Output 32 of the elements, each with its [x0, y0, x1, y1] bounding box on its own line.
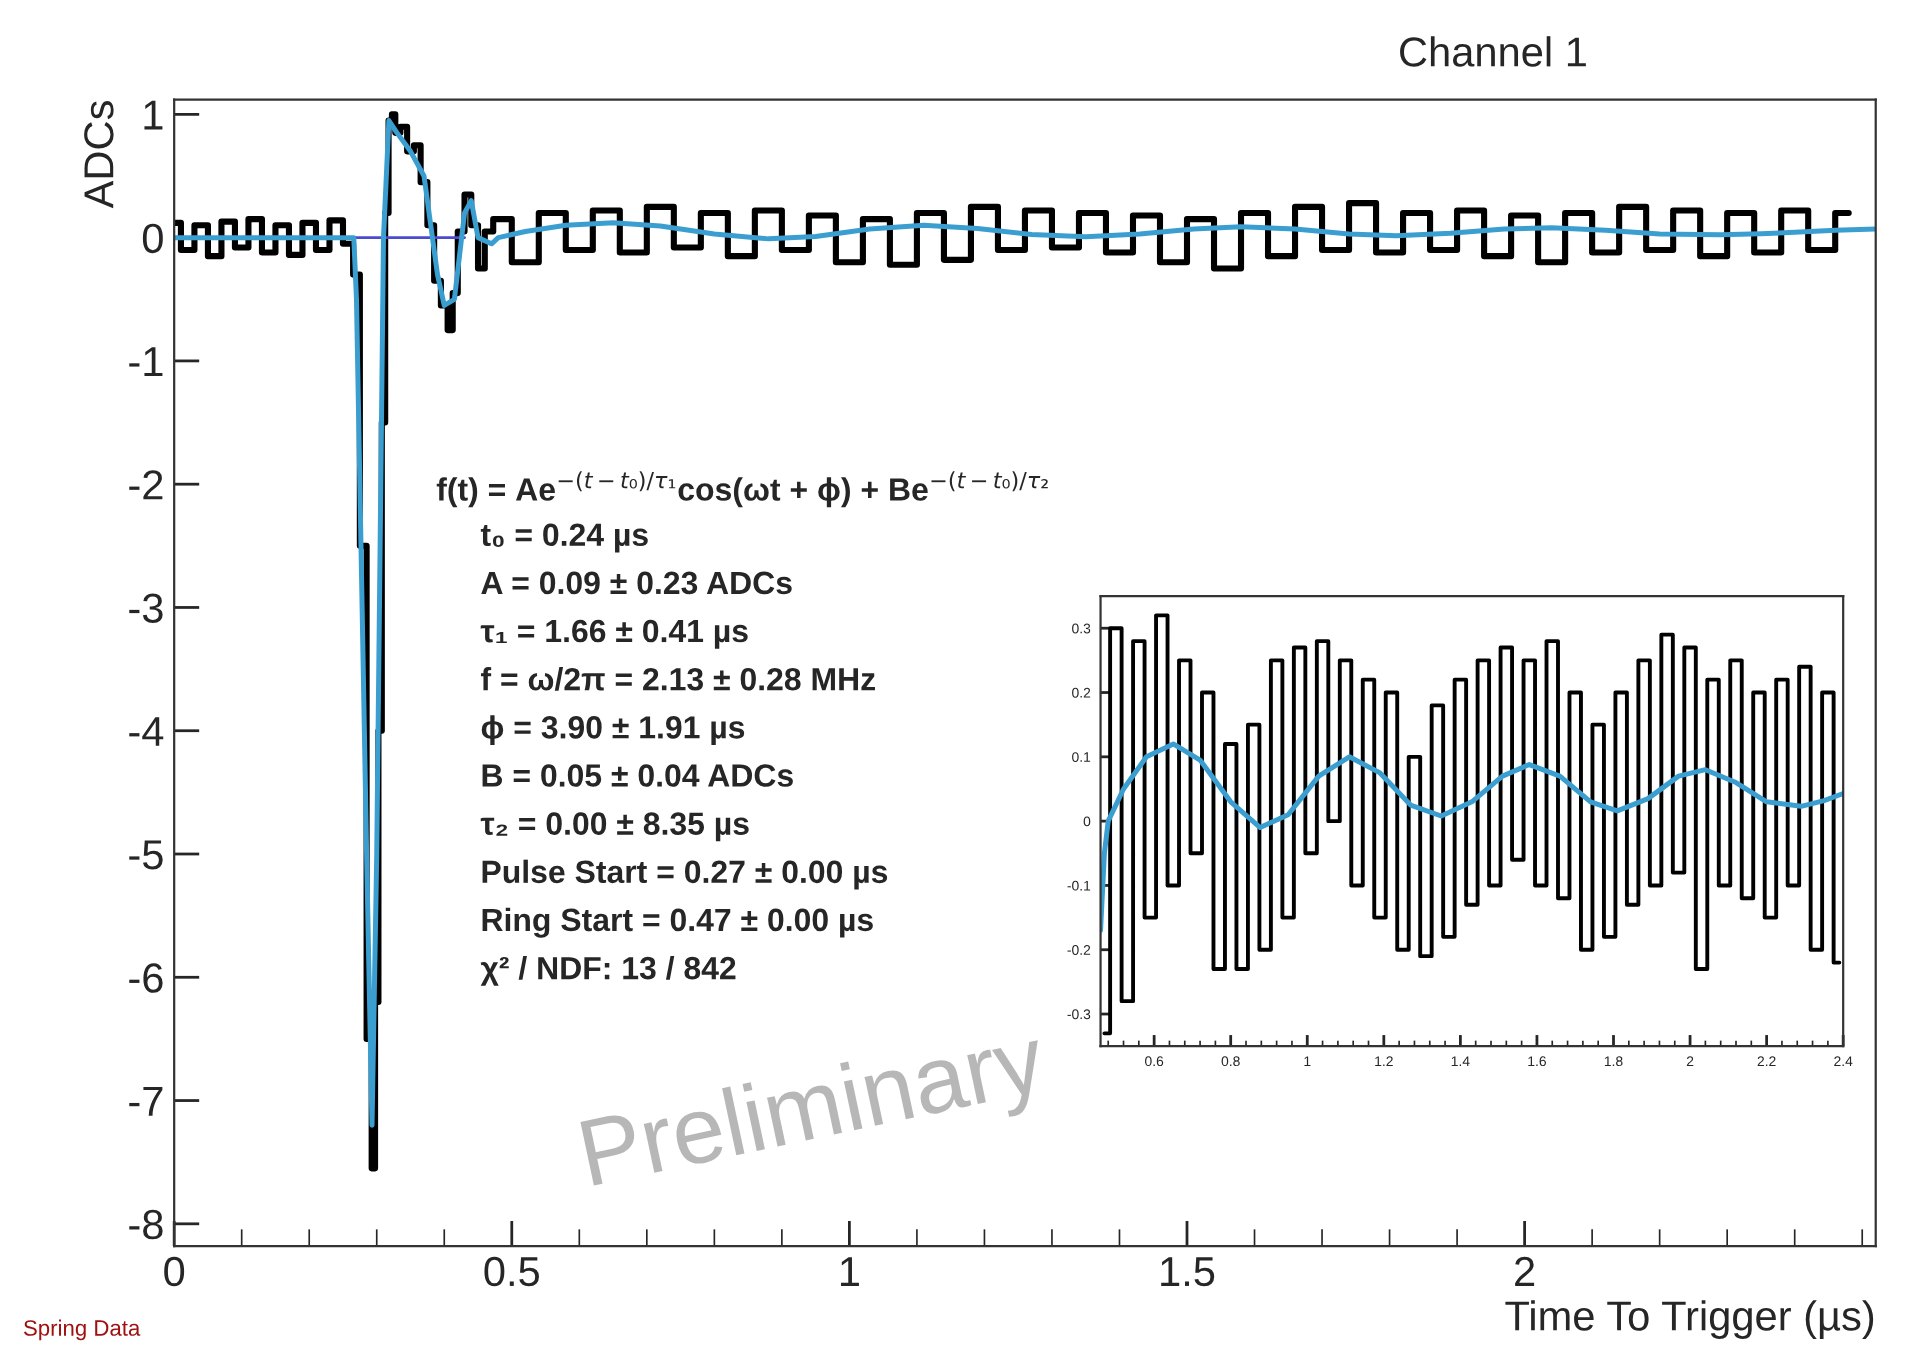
- annotation: ϕ = 3.90 ± 1.91 µs: [481, 715, 745, 746]
- x-tick-label: 0: [164, 1256, 185, 1287]
- annotation: τ₁ = 1.66 ± 0.41 µs: [480, 619, 748, 649]
- annotation: A = 0.09 ± 0.23 ADCs: [481, 571, 792, 595]
- x-tick-label: 0.5: [484, 1256, 539, 1287]
- y-tick-label: -2: [129, 470, 163, 500]
- x-tick-label: 1.5: [1161, 1257, 1215, 1287]
- annotation: Ring Start = 0.47 ± 0.00 µs: [482, 907, 873, 938]
- annotation: τ₂ = 0.00 ± 8.35 µs: [480, 812, 749, 842]
- y-tick-label: 1: [144, 100, 163, 130]
- line-series: [1100, 741, 1844, 933]
- annotation: Preliminary: [579, 1022, 1053, 1205]
- y-tick-label: -6: [129, 963, 163, 993]
- x-tick-label: 1: [840, 1257, 859, 1286]
- y-axis-title: ADCs: [84, 101, 114, 209]
- text: Spring Data: [23, 1319, 141, 1341]
- x-axis-title: Time To Trigger (µs): [1505, 1300, 1874, 1339]
- y-tick-label: -8: [129, 1209, 163, 1240]
- annotation: f(t) = Ae$^{−(t−t₀)/τ₁}$cos(ωt + ϕ) + Be$^{−(t−t₀)/τ₂}$: [436, 471, 1048, 508]
- x-tick-label: 2: [1515, 1256, 1535, 1286]
- y-tick-label: 0: [142, 223, 163, 254]
- y-tick-label: -7: [129, 1086, 163, 1116]
- annotation: B = 0.05 ± 0.04 ADCs: [482, 764, 793, 787]
- annotation: χ² / NDF: 13 / 842: [480, 955, 736, 986]
- y-tick-label: -1: [129, 347, 163, 377]
- y-tick-label: -4: [129, 717, 164, 746]
- y-tick-label: -3: [129, 593, 163, 623]
- chart-title: Channel 1: [1400, 36, 1586, 67]
- annotation: f = ω/2π = 2.13 ± 0.28 MHz: [481, 667, 875, 691]
- y-tick-label: -5: [129, 840, 163, 870]
- annotation: Pulse Start = 0.27 ± 0.00 µs: [482, 859, 888, 890]
- annotation: t₀ = 0.24 µs: [480, 523, 648, 553]
